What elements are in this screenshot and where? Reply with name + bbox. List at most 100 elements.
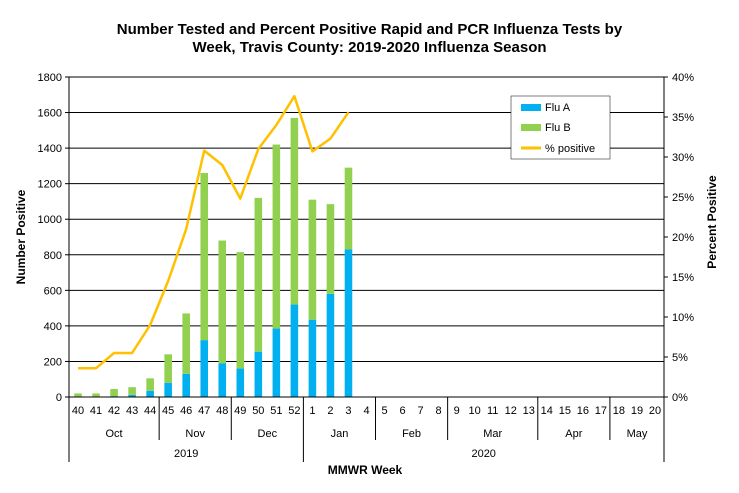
x-tick-label: 5 [381,405,387,417]
month-label: Dec [258,428,278,440]
bar-flu-a [272,328,281,397]
x-tick-label: 49 [234,405,246,417]
legend: Flu A Flu B % positive [510,95,611,160]
x-tick-label: 46 [180,405,192,417]
bar-flu-b [164,354,172,383]
percent-positive-series-line [78,94,350,370]
bar-flu-b [290,117,299,305]
x-tick-label: 41 [90,405,102,417]
y-tick-label: 1600 [38,108,62,120]
y2-tick-label: 25% [672,192,694,204]
month-label: Mar [483,428,502,440]
bar-flu-b [254,197,263,352]
legend-label-flu-b: Flu B [545,122,571,134]
bar-flu-b [218,240,227,364]
y-tick-label: 0 [56,392,62,404]
bar-flu-b [146,378,154,391]
x-tick-label: 9 [454,405,460,417]
percent-positive-line [78,94,350,370]
x-tick-label: 17 [595,405,607,417]
bar-flu-b [92,393,100,397]
bar-flu-a [164,382,172,397]
x-tick-label: 52 [288,405,300,417]
y2-tick-label: 0% [672,392,688,404]
x-tick-label: 7 [418,405,424,417]
y2-tick-label: 5% [672,352,688,364]
x-tick-label: 42 [108,405,120,417]
bar-flu-a [218,363,227,397]
legend-swatch-flu-b [521,124,541,131]
y2-axis-ticks: 0% 5% 10% 15% 20% 25% 30% 35% 40% [664,72,694,404]
x-tick-label: 40 [72,405,84,417]
bar-flu-b [110,389,118,397]
y-axis-label: Number Positive [14,189,28,284]
x-tick-label: 47 [198,405,210,417]
bar-flu-b [200,173,209,341]
y-tick-label: 1800 [38,72,62,84]
bar-series [74,117,353,397]
x-axis-label: MMWR Week [328,463,403,477]
y-tick-label: 800 [44,250,62,262]
month-label: Feb [402,428,421,440]
chart-title-line-2: Week, Travis County: 2019-2020 Influenza… [192,39,547,56]
bar-flu-b [326,204,335,294]
y-axis-ticks: 0 200 400 600 800 1000 1200 1400 1600 1800 [38,72,69,404]
x-tick-label: 11 [487,405,498,417]
y2-tick-label: 15% [672,272,694,284]
bar-flu-a [308,319,317,397]
x-tick-label: 13 [523,405,535,417]
bar-flu-b [344,167,353,250]
bar-flu-a [326,293,335,397]
y2-tick-label: 30% [672,152,694,164]
x-tick-label: 4 [363,405,369,417]
x-tick-label: 3 [345,405,351,417]
x-tick-label: 45 [162,405,174,417]
y-tick-label: 400 [44,321,62,333]
x-tick-label: 16 [577,405,589,417]
x-tick-label: 51 [270,405,282,417]
bar-flu-a [128,394,136,397]
bar-flu-a [290,304,299,397]
bar-flu-a [236,368,245,397]
x-tick-label: 6 [399,405,405,417]
x-tick-label: 2 [327,405,333,417]
bar-flu-b [74,393,82,397]
year-label: 2019 [174,448,198,460]
legend-swatch-flu-a [521,104,541,111]
y-tick-label: 600 [44,285,62,297]
x-tick-label: 43 [126,405,138,417]
bar-flu-a [344,249,353,397]
x-tick-label: 20 [649,405,661,417]
y2-tick-label: 35% [672,112,694,124]
legend-label-percent-positive: % positive [545,143,595,155]
x-tick-label: 8 [436,405,442,417]
month-label: Nov [185,428,205,440]
x-tick-label: 10 [469,405,481,417]
x-tick-label: 44 [144,405,156,417]
bar-flu-a [182,373,190,397]
bar-flu-a [200,340,209,397]
y-tick-label: 1200 [38,179,62,191]
bar-flu-b [272,144,281,329]
x-axis-ticks: 40 41 42 43 44 45 46 47 48 49 50 51 52 1 2 3 4 5 6 7 8 9 10 11 1… [68,397,665,462]
y-tick-label: 1000 [38,214,62,226]
bar-flu-b [182,313,190,374]
bar-flu-b [128,387,136,395]
x-tick-label: 50 [252,405,264,417]
y2-tick-label: 20% [672,232,694,244]
x-tick-label: 1 [309,405,315,417]
y2-axis-label: Percent Positive [705,175,719,269]
y-tick-label: 200 [44,356,62,368]
y2-tick-label: 10% [672,312,694,324]
y2-tick-label: 40% [672,72,694,84]
bar-flu-b [308,199,317,320]
y-tick-label: 1400 [38,143,62,155]
bar-flu-a [146,390,154,397]
x-tick-label: 14 [541,405,553,417]
month-label: Oct [106,428,123,440]
month-label: Apr [565,428,582,440]
chart-title-line-1: Number Tested and Percent Positive Rapid… [116,21,623,38]
x-tick-label: 15 [559,405,571,417]
x-tick-label: 48 [216,405,228,417]
